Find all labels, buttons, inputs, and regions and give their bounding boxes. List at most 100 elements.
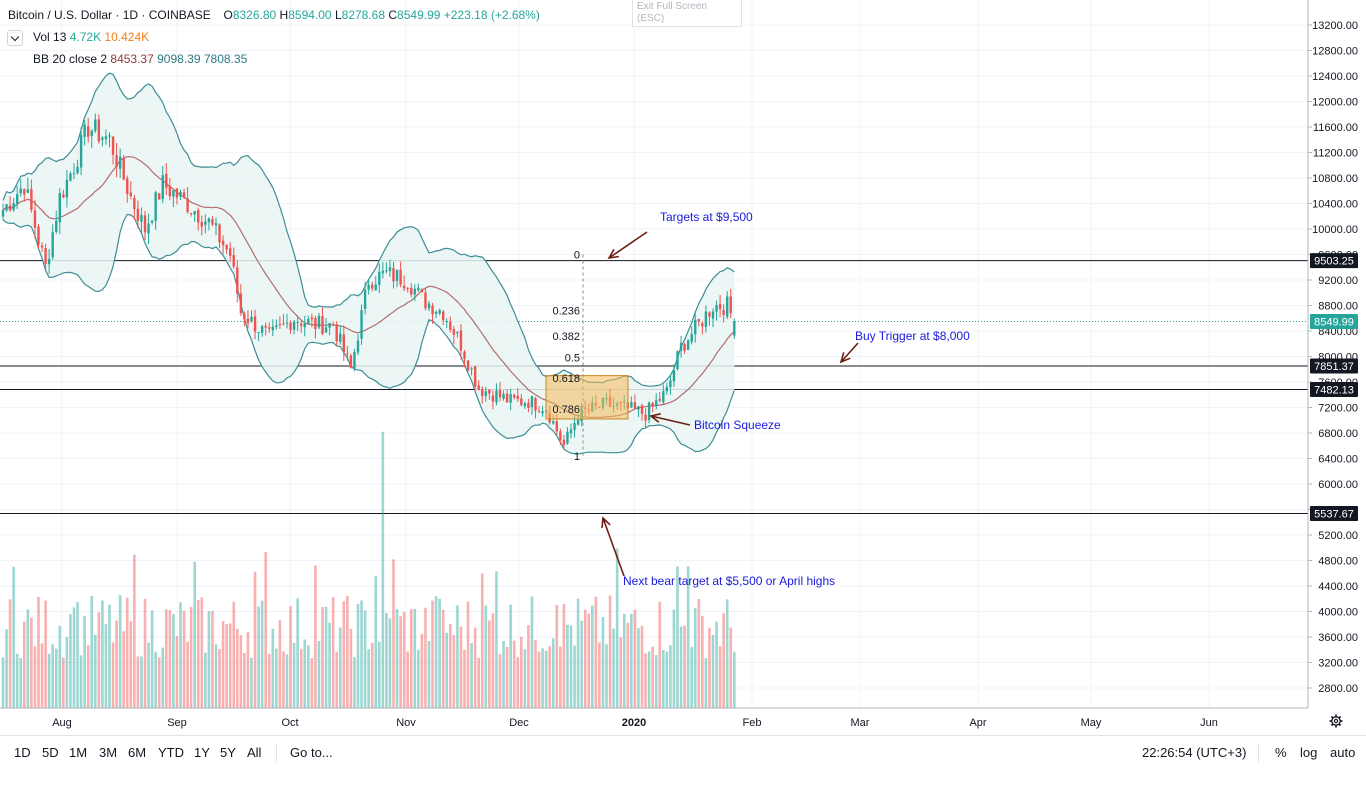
volume-bar xyxy=(136,656,140,708)
goto-date-button[interactable]: Go to... xyxy=(290,745,333,760)
candle-body xyxy=(452,329,456,335)
candle-body xyxy=(122,157,125,180)
symbol-sep: · xyxy=(115,8,123,22)
range-6m-button[interactable]: 6M xyxy=(128,745,147,760)
exit-fullscreen-button[interactable]: Exit Full Screen (ESC) xyxy=(632,0,742,27)
time-tick-label: Feb xyxy=(743,717,762,729)
legend-collapse-button[interactable] xyxy=(7,30,23,46)
price-tick-label: 10000.00 xyxy=(1312,224,1358,236)
candle-body xyxy=(647,402,651,421)
candle-body xyxy=(211,219,214,225)
volume-bar xyxy=(257,606,260,708)
volume-bar xyxy=(363,610,367,708)
volume-bar xyxy=(449,624,452,708)
volume-bar xyxy=(51,644,54,708)
volume-bar xyxy=(434,596,438,708)
volume-bar xyxy=(640,625,644,708)
volume-bar xyxy=(314,565,317,708)
volume-bar xyxy=(69,614,72,708)
volume-bar xyxy=(218,649,221,708)
range-1m-button[interactable]: 1M xyxy=(69,745,88,760)
log-scale-toggle[interactable]: log xyxy=(1300,745,1318,760)
annotations: Targets at $9,500 Buy Trigger at $8,000 Bi… xyxy=(601,210,970,588)
volume-bar xyxy=(527,625,530,708)
candle-body xyxy=(495,390,498,403)
clock-timezone[interactable]: 22:26:54 (UTC+3) xyxy=(1142,745,1247,760)
bb-legend[interactable]: BB 20 close 2 8453.37 9098.39 7808.35 xyxy=(33,52,247,66)
volume-bar xyxy=(90,596,94,708)
candle-body xyxy=(378,271,381,285)
range-5d-button[interactable]: 5D xyxy=(42,745,59,760)
candle-body xyxy=(90,130,93,136)
annotation-arrow xyxy=(602,517,625,577)
volume-bar xyxy=(630,613,633,708)
candle-body xyxy=(303,323,306,328)
candle-body xyxy=(246,318,250,324)
volume-bar xyxy=(484,605,488,708)
range-5y-button[interactable]: 5Y xyxy=(220,745,236,760)
volume-bar xyxy=(211,611,214,708)
annotation-arrow xyxy=(650,415,691,426)
volume-bar xyxy=(587,613,591,708)
candle-body xyxy=(505,393,509,403)
range-ytd-button[interactable]: YTD xyxy=(158,745,184,760)
volume-bar xyxy=(303,639,307,708)
candle-body xyxy=(310,317,314,320)
annotation-text: Next bear target at $5,500 or April high… xyxy=(623,574,835,588)
candle-body xyxy=(566,431,569,444)
volume-bar xyxy=(250,657,253,708)
volume-bar xyxy=(576,598,580,708)
candle-body xyxy=(449,321,452,330)
candle-body xyxy=(314,318,317,330)
volume-bar xyxy=(580,620,583,708)
volume-bar xyxy=(186,641,189,708)
range-3m-button[interactable]: 3M xyxy=(99,745,118,760)
candle-body xyxy=(317,315,321,328)
candle-body xyxy=(733,321,736,336)
candle-body xyxy=(229,248,232,256)
time-axis[interactable]: Aug Sep Oct Nov Dec 2020 Feb Mar Apr May Jun xyxy=(0,707,1308,729)
candle-body xyxy=(459,330,463,351)
candle-body xyxy=(676,351,679,370)
candle-body xyxy=(406,288,409,290)
candle-body xyxy=(718,304,722,310)
price-axis[interactable]: 13200.00 12800.00 12400.00 12000.00 11600.00… xyxy=(1307,0,1358,708)
time-tick-label: Sep xyxy=(167,717,187,729)
fib-level-label: 0.618 xyxy=(552,373,580,385)
settings-gear-icon[interactable] xyxy=(1329,714,1343,728)
candle-body xyxy=(498,390,502,398)
candle-body xyxy=(161,175,164,199)
annotation-arrowhead xyxy=(649,413,661,423)
volume-bar xyxy=(86,645,90,708)
price-tick-label: 7200.00 xyxy=(1318,403,1358,415)
time-tick-label: Nov xyxy=(396,717,416,729)
range-1d-button[interactable]: 1D xyxy=(14,745,31,760)
candle-body xyxy=(672,370,676,382)
candle-body xyxy=(346,353,349,355)
volume-bar xyxy=(615,548,619,708)
annotation-arrow xyxy=(608,231,648,259)
auto-scale-toggle[interactable]: auto xyxy=(1330,745,1356,760)
volume-bar xyxy=(378,641,381,708)
percent-scale-toggle[interactable]: % xyxy=(1275,745,1287,760)
volume-bar xyxy=(62,657,65,708)
volume-legend[interactable]: Vol 13 4.72K 10.424K xyxy=(33,30,149,44)
candle-body xyxy=(12,203,15,210)
change-value: +223.18 (+2.68%) xyxy=(443,8,540,22)
candle-body xyxy=(23,189,26,195)
range-all-button[interactable]: All xyxy=(247,745,262,760)
volume-bar xyxy=(30,617,33,708)
volume-bar xyxy=(299,648,303,708)
candle-body xyxy=(413,288,416,295)
volume-bar xyxy=(722,613,725,708)
volume-bar xyxy=(76,601,79,708)
volume-bar xyxy=(686,566,690,708)
range-1y-button[interactable]: 1Y xyxy=(194,745,210,760)
candle-body xyxy=(569,429,573,434)
candle-body xyxy=(101,137,104,140)
volume-bar xyxy=(417,649,420,708)
volume-bar xyxy=(662,650,665,708)
volume-bar xyxy=(143,598,147,708)
volume-bar xyxy=(172,614,175,708)
